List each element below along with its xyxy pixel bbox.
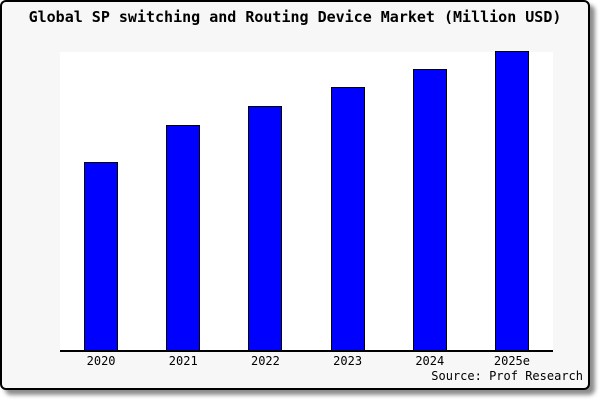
bar-slot-2023 [307, 52, 389, 350]
x-tick-2021: 2021 [168, 354, 198, 368]
bar-slot-2025e [471, 51, 553, 350]
source-note: Source: Prof Research [431, 369, 583, 383]
bar-2024 [412, 69, 447, 350]
bar-slot-2024 [389, 52, 471, 350]
x-tick-2023: 2023 [333, 354, 363, 368]
bar-2020 [84, 162, 119, 350]
bar-2022 [248, 106, 283, 350]
chart-title: Global SP switching and Routing Device M… [28, 8, 562, 26]
bar-2023 [330, 87, 365, 350]
bars-container [60, 51, 553, 350]
x-tick-2024: 2024 [415, 354, 445, 368]
bar-slot-2020 [60, 52, 142, 350]
x-tick-2020: 2020 [86, 354, 116, 368]
x-tick-2022: 2022 [250, 354, 280, 368]
bar-2025e [494, 51, 529, 350]
x-axis-labels: 2020 2021 2022 2023 2024 2025e [60, 354, 553, 368]
chart-card: Global SP switching and Routing Device M… [0, 0, 590, 390]
plot-area [60, 51, 553, 352]
bar-slot-2021 [142, 52, 224, 350]
bar-slot-2022 [224, 52, 306, 350]
x-tick-2025e: 2025e [493, 354, 530, 368]
bar-2021 [166, 125, 201, 350]
